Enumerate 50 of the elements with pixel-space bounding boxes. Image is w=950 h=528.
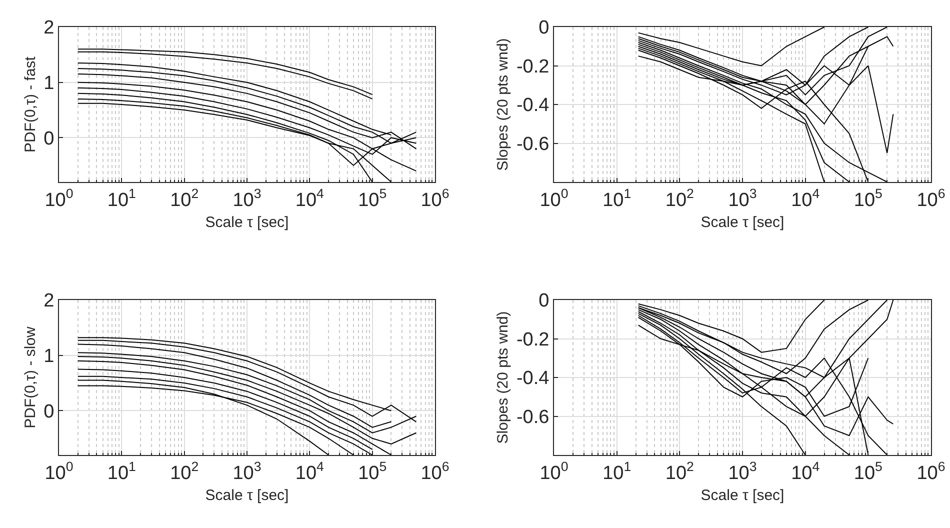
x-tick-label: 10$^{4}$ xyxy=(791,458,820,484)
x-tick-label: 10$^{4}$ xyxy=(791,186,820,211)
x-axis-title: Scale τ [sec] xyxy=(700,486,784,504)
x-tick-label: 10$^{1}$ xyxy=(602,458,632,484)
x-axis-title: Scale τ [sec] xyxy=(205,214,289,231)
x-tick-label: 10$^{6}$ xyxy=(420,186,450,211)
y-axis-title: Slopes (20 pts wnd) xyxy=(494,38,512,171)
y-tick-label: 1 xyxy=(44,73,54,94)
y-tick-label: 0 xyxy=(538,290,550,312)
x-tick-label: 10$^{5}$ xyxy=(854,458,882,484)
y-tick-label: -0.2 xyxy=(516,56,550,78)
x-tick-label: 10$^{2}$ xyxy=(665,458,694,484)
y-axis-title: PDF(0,τ) - fast xyxy=(22,56,39,152)
y-tick-label: 2 xyxy=(44,18,54,39)
x-tick-label: 10$^{0}$ xyxy=(540,186,568,211)
x-tick-label: 10$^{6}$ xyxy=(916,458,946,484)
x-tick-label: 10$^{1}$ xyxy=(107,458,136,484)
x-tick-label: 10$^{0}$ xyxy=(44,458,74,484)
x-tick-label: 10$^{4}$ xyxy=(295,186,324,211)
x-tick-label: 10$^{3}$ xyxy=(728,186,757,211)
x-tick-label: 10$^{5}$ xyxy=(358,186,387,211)
x-axis-title: Scale τ [sec] xyxy=(700,214,784,231)
x-tick-label: 10$^{1}$ xyxy=(602,186,632,211)
x-tick-label: 10$^{2}$ xyxy=(665,186,694,211)
y-tick-label: 0 xyxy=(538,18,550,39)
y-tick-label: 1 xyxy=(44,346,54,368)
x-tick-label: 10$^{6}$ xyxy=(916,186,946,211)
y-axis-title: PDF(0,τ) - slow xyxy=(22,326,39,428)
x-tick-label: 10$^{0}$ xyxy=(540,458,568,484)
x-tick-label: 10$^{2}$ xyxy=(170,458,199,484)
x-tick-label: 10$^{6}$ xyxy=(420,458,450,484)
x-tick-label: 10$^{3}$ xyxy=(728,458,757,484)
y-tick-label: 0 xyxy=(44,401,54,422)
y-tick-label: -0.6 xyxy=(516,134,550,155)
x-tick-label: 10$^{4}$ xyxy=(295,458,324,484)
y-axis-title: Slopes (20 pts wnd) xyxy=(494,311,512,444)
x-tick-label: 10$^{2}$ xyxy=(170,186,199,211)
x-tick-label: 10$^{0}$ xyxy=(44,186,74,211)
y-tick-label: -0.6 xyxy=(516,406,550,428)
y-tick-label: -0.4 xyxy=(516,368,550,390)
x-tick-label: 10$^{3}$ xyxy=(232,458,262,484)
x-tick-label: 10$^{3}$ xyxy=(232,186,262,211)
y-tick-label: -0.2 xyxy=(516,329,550,350)
x-tick-label: 10$^{1}$ xyxy=(107,186,136,211)
y-tick-label: -0.4 xyxy=(516,95,550,116)
x-tick-label: 10$^{5}$ xyxy=(854,186,882,211)
x-axis-title: Scale τ [sec] xyxy=(205,486,289,504)
x-tick-label: 10$^{5}$ xyxy=(358,458,387,484)
y-tick-label: 0 xyxy=(44,128,54,150)
y-tick-label: 2 xyxy=(44,290,54,312)
